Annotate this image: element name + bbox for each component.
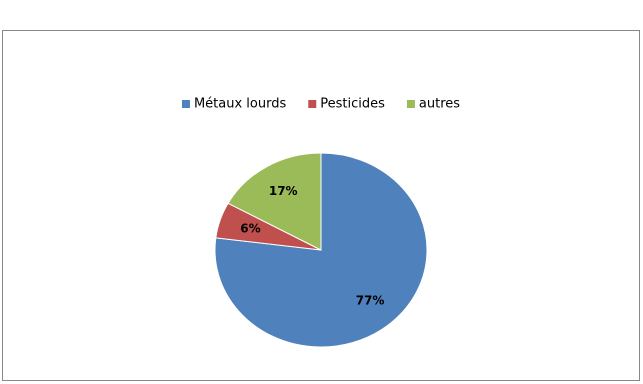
data-label: 6% — [240, 222, 260, 236]
data-label: 17% — [269, 184, 298, 198]
legend-label: Métaux lourds — [194, 97, 287, 112]
legend-label: autres — [419, 97, 460, 112]
data-label: 77% — [356, 293, 385, 307]
legend-swatch — [308, 100, 317, 108]
legend-swatch — [406, 100, 415, 108]
legend-label: Pesticides — [320, 97, 385, 112]
pie-slice — [227, 152, 322, 251]
legend-swatch — [181, 100, 190, 108]
